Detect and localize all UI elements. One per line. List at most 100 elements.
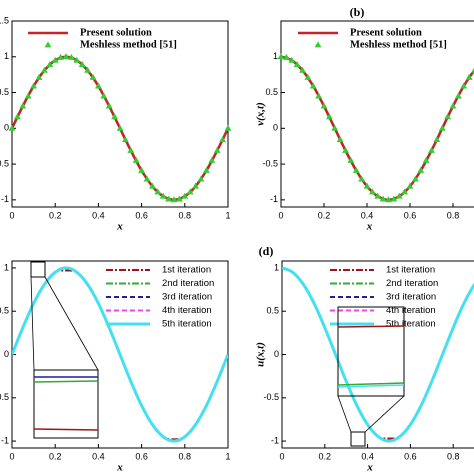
data-marker xyxy=(428,146,435,153)
data-marker xyxy=(342,146,349,153)
data-marker xyxy=(454,92,462,99)
data-marker xyxy=(181,192,189,199)
legend-label: 1st iteration xyxy=(386,265,435,276)
data-marker xyxy=(186,188,194,195)
legend-label: 4th iteration xyxy=(162,305,212,316)
x-tick-label: 0.6 xyxy=(404,210,417,220)
x-tick-label: 1 xyxy=(225,210,230,220)
y-tick-label: -0.5 xyxy=(263,392,279,402)
data-marker xyxy=(277,53,285,60)
data-line xyxy=(12,266,228,443)
x-tick-label: 0.4 xyxy=(361,210,374,220)
zoom-box xyxy=(350,431,366,447)
y-tick-label: -0.5 xyxy=(0,158,9,168)
zoom-connector xyxy=(44,276,99,371)
inset-line xyxy=(337,382,405,386)
y-tick-label: 0 xyxy=(4,349,9,359)
y-tick-label: 1 xyxy=(274,262,279,272)
legend-label: 3rd iteration xyxy=(162,292,212,303)
legend-label: Meshless method [51] xyxy=(350,39,447,50)
data-marker xyxy=(197,175,205,182)
data-marker xyxy=(143,175,151,182)
data-marker xyxy=(304,73,312,80)
legend-label: Present solution xyxy=(350,27,422,38)
data-marker xyxy=(51,56,59,63)
data-marker xyxy=(433,136,441,143)
data-marker xyxy=(422,156,430,163)
inset-line xyxy=(337,384,405,388)
data-marker xyxy=(73,56,81,63)
inset-line xyxy=(337,325,405,328)
data-marker xyxy=(68,53,75,60)
data-marker xyxy=(62,53,70,60)
data-marker xyxy=(203,166,210,173)
x-tick-label: 0.2 xyxy=(49,210,62,220)
x-tick-label: 0 xyxy=(278,210,283,220)
x-tick-label: 0 xyxy=(9,451,14,461)
legend-marker xyxy=(314,41,322,48)
zoom-box xyxy=(30,261,46,278)
y-tick-label: -1 xyxy=(270,194,278,204)
y-tick-label: -1 xyxy=(1,435,9,445)
data-marker xyxy=(325,113,333,120)
data-marker xyxy=(352,166,360,173)
y-tick-label: -1 xyxy=(271,435,279,445)
legend-label: 5th iteration xyxy=(386,319,436,330)
x-tick-label: 0 xyxy=(9,210,14,220)
zoom-connector xyxy=(364,395,405,433)
y-tick-label: 1 xyxy=(4,51,9,61)
data-marker xyxy=(46,61,54,68)
y-tick-label: -0.5 xyxy=(0,392,9,402)
y-tick-label: 0 xyxy=(4,123,9,133)
data-marker xyxy=(315,92,323,99)
data-marker xyxy=(159,192,167,199)
data-marker xyxy=(358,175,366,182)
legend-marker xyxy=(44,41,52,48)
legend-label: 1st iteration xyxy=(162,265,211,276)
panel-label: (b) xyxy=(350,5,365,19)
data-marker xyxy=(24,92,32,99)
x-tick-label: 0 xyxy=(279,451,284,461)
data-marker xyxy=(100,92,108,99)
x-tick-label: 0.2 xyxy=(49,451,62,461)
data-marker xyxy=(89,73,97,80)
x-tick-label: 0.6 xyxy=(135,210,148,220)
data-marker xyxy=(95,82,102,89)
data-marker xyxy=(30,82,37,89)
data-marker xyxy=(8,124,16,131)
data-marker xyxy=(122,136,129,143)
data-marker xyxy=(282,53,290,60)
inset-line xyxy=(33,380,99,383)
data-marker xyxy=(14,113,21,120)
legend-label: Meshless method [51] xyxy=(80,39,177,50)
y-tick-label: 1 xyxy=(273,51,278,61)
inset-line xyxy=(33,428,99,431)
x-tick-label: 0.8 xyxy=(179,210,192,220)
data-marker xyxy=(219,136,226,143)
data-marker xyxy=(35,73,43,80)
data-marker xyxy=(438,124,446,131)
panel-label: (d) xyxy=(259,244,274,258)
data-marker xyxy=(379,195,387,202)
data-marker xyxy=(406,182,414,189)
x-axis-label: x xyxy=(116,221,123,233)
data-marker xyxy=(213,146,221,153)
plot-frame xyxy=(280,20,474,208)
x-tick-label: 0.4 xyxy=(92,451,105,461)
x-tick-label: 0.6 xyxy=(135,451,148,461)
y-tick-label: 0.5 xyxy=(0,87,9,97)
y-tick-label: 0.5 xyxy=(266,306,279,316)
data-marker xyxy=(170,196,178,203)
y-tick-label: 0 xyxy=(273,123,278,133)
x-tick-label: 1 xyxy=(225,451,230,461)
legend-label: Present solution xyxy=(80,27,152,38)
data-marker xyxy=(293,61,301,68)
zoom-connector xyxy=(30,276,35,371)
plot-frame xyxy=(11,20,229,208)
y-tick-label: -0.5 xyxy=(262,158,278,168)
data-marker xyxy=(138,166,145,173)
data-marker xyxy=(299,66,306,73)
data-marker xyxy=(449,102,457,109)
x-axis-label: x xyxy=(366,221,373,233)
